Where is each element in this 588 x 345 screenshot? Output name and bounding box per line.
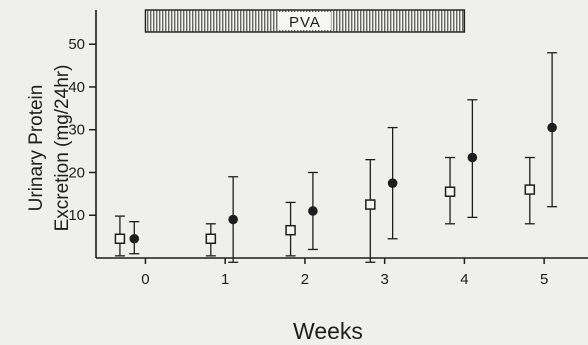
data-point-circle	[308, 206, 318, 216]
data-point-circle	[387, 178, 398, 188]
axes-group: 10 20 30 40 50 0 1 2 3 4 5	[68, 10, 588, 288]
data-point-square	[205, 233, 217, 245]
y-axis-title: Urinary Protein Excretion (mg/24hr)	[26, 65, 73, 232]
x-tick-label: 4	[460, 271, 468, 288]
data-point-square	[444, 186, 456, 197]
treatment-band-label: PVA	[289, 14, 321, 31]
x-tick-label: 0	[141, 271, 149, 288]
data-point-square	[365, 199, 376, 210]
y-tick-label: 40	[68, 79, 85, 96]
y-tick-label: 50	[68, 36, 85, 53]
treatment-band-group: PVA	[144, 9, 466, 33]
treatment-band-label-bg	[278, 12, 331, 30]
data-point-circle	[467, 152, 478, 163]
data-point-square	[524, 184, 536, 195]
x-axis-title: Weeks	[293, 318, 363, 344]
y-tick-label: 20	[68, 164, 85, 181]
x-tick-label: 3	[380, 271, 388, 288]
x-tick-label: 2	[301, 271, 309, 288]
y-axis-title-line2: Excretion (mg/24hr)	[52, 65, 73, 232]
data-point-circle	[547, 122, 557, 133]
y-axis-title-line1: Urinary Protein	[26, 85, 47, 212]
x-tick-label: 1	[221, 271, 229, 288]
y-tick-label: 10	[68, 207, 85, 224]
data-point-square	[285, 224, 296, 236]
x-tick-label: 5	[540, 271, 548, 288]
data-point-circle	[129, 233, 140, 244]
error-bars-group	[114, 52, 558, 263]
y-tick-label: 30	[68, 122, 85, 139]
markers-group	[114, 122, 557, 245]
data-point-square	[114, 233, 126, 245]
data-point-circle	[228, 214, 238, 225]
